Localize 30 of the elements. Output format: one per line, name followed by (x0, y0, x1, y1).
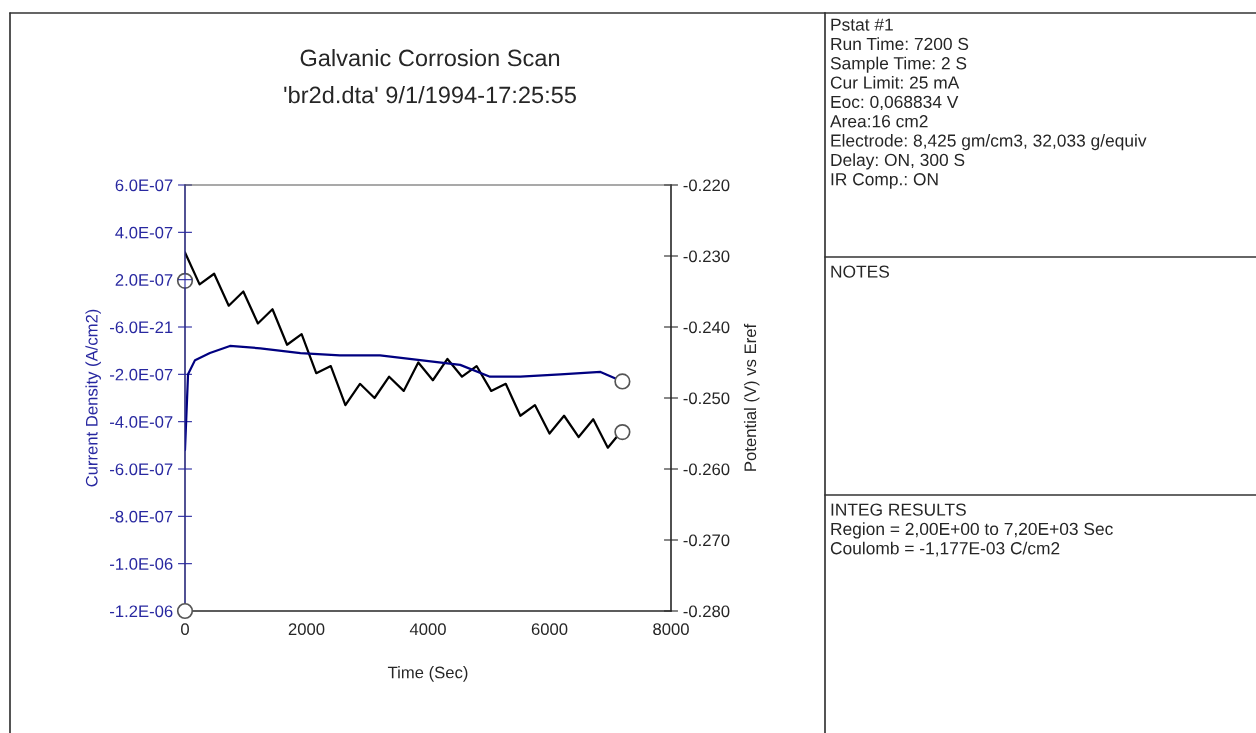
x-tick-label: 4000 (409, 623, 446, 636)
chart-subtitle: 'br2d.dta' 9/1/1994-17:25:55 (284, 86, 576, 104)
y2-tick-label: -0.260 (683, 463, 730, 476)
y2-tick-label: -0.280 (683, 605, 730, 618)
y-tick-label: -1.0E-06 (110, 558, 173, 570)
x-tick-label: 8000 (653, 623, 689, 636)
chart-title: Galvanic Corrosion Scan (300, 49, 560, 67)
y-axis-title: Current Density (A/cm2) (85, 309, 101, 487)
text: NOTES (831, 265, 890, 278)
y-tick-label: -6.0E-21 (110, 321, 173, 334)
y-tick-label: -1.2E-06 (110, 605, 173, 618)
y2-axis-title: Potential (V) vs Eref (743, 323, 760, 471)
y-tick-label: 6.0E-07 (115, 179, 173, 192)
x-tick-label: 0 (181, 623, 189, 636)
y-tick-label: 4.0E-07 (115, 226, 173, 239)
y-tick-label: -2.0E-07 (110, 368, 173, 381)
x-tick-label: 6000 (531, 623, 568, 636)
y2-tick-label: -0.230 (683, 250, 730, 263)
y-tick-label: -4.0E-07 (110, 416, 173, 428)
y-tick-label: -6.0E-07 (110, 463, 173, 476)
y2-tick-label: -0.250 (683, 392, 730, 405)
text: INTEG RESULTS Region = 2,00E+00 to 7,20E+03 Sec Coulomb = -1,177E-03 C/cm2 (830, 503, 1113, 557)
y2-tick-label: -0.270 (683, 534, 730, 547)
x-tick-label: 2000 (288, 623, 325, 636)
x-axis-title: Time (Sec) (387, 666, 468, 682)
y2-tick-label: -0.240 (683, 321, 730, 334)
text: Pstat #1 Run Time: 7200 S Sample Time: 2 S Cur Limit: 25 mA Eoc: 0,068834 V Area:16 cm2 Electrode: 8,425 gm/cm3, 32,033 g/equiv Delay: ON, 300 S IR Comp.: ON (830, 18, 1147, 189)
y-tick-label: -8.0E-07 (110, 510, 173, 523)
y2-tick-label: -0.220 (683, 179, 730, 192)
y-tick-label: 2.0E-07 (115, 274, 173, 286)
